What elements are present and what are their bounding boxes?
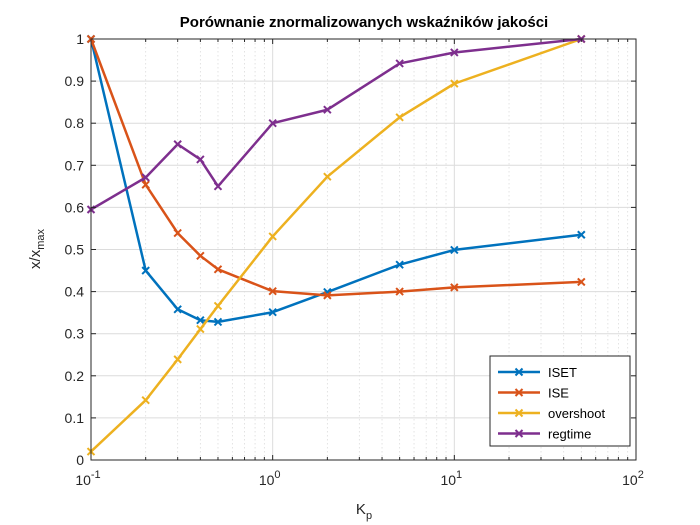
series-line-ise	[89, 38, 582, 297]
x-tick-label: 10-1	[75, 469, 100, 488]
y-tick-label: 0.3	[65, 326, 85, 342]
data-point-regtime	[173, 140, 182, 149]
data-point-overshoot	[196, 324, 205, 334]
y-tick-label: 1	[76, 31, 84, 47]
data-point-overshoot	[395, 113, 404, 122]
data-point-ise	[268, 286, 277, 296]
series-iset	[86, 34, 586, 327]
y-tick-label: 0	[76, 452, 84, 468]
series-line-regtime	[90, 37, 582, 211]
data-point-iset	[450, 245, 459, 255]
series-ise	[86, 34, 586, 300]
x-tick-label-base: 10	[75, 472, 91, 488]
data-point-overshoot	[268, 232, 277, 241]
series-regtime	[86, 34, 586, 214]
legend-label: overshoot	[548, 406, 605, 421]
data-point-ise	[450, 283, 459, 292]
y-tick-label: 0.9	[65, 73, 85, 89]
legend-marker	[514, 408, 524, 418]
legend-item-regtime: regtime	[498, 427, 591, 442]
x-tick-label-exponent: 2	[638, 469, 644, 481]
data-point-overshoot	[141, 396, 150, 405]
data-point-regtime	[213, 182, 223, 191]
data-point-ise	[196, 251, 205, 261]
x-tick-label-base: 10	[622, 472, 638, 488]
data-point-regtime	[141, 173, 150, 182]
series-line-iset	[89, 38, 582, 324]
data-point-regtime	[323, 105, 332, 114]
legend: ISET ISE overshoot regtime	[489, 355, 631, 447]
legend-label: regtime	[548, 427, 591, 442]
x-tick-label-base: 10	[259, 472, 275, 488]
data-point-ise	[577, 277, 586, 287]
x-tick-label: 102	[622, 469, 644, 488]
chart-title: Porównanie znormalizowanych wskaźników j…	[180, 14, 548, 31]
legend-marker	[514, 429, 524, 438]
x-tick-label-exponent: 0	[274, 469, 280, 481]
data-point-ise	[141, 180, 150, 189]
x-axis-label: Kp	[356, 501, 372, 522]
data-point-iset	[141, 266, 150, 275]
series-line-overshoot	[90, 37, 582, 453]
data-point-ise	[395, 287, 404, 296]
data-point-iset	[173, 305, 182, 314]
series-layer	[86, 34, 586, 456]
data-point-regtime	[450, 48, 459, 57]
legend-item-ise: ISE	[498, 386, 569, 401]
data-point-iset	[213, 317, 223, 327]
y-tick-label: 0.2	[65, 368, 85, 384]
data-point-iset	[268, 308, 277, 317]
y-tick-label: 0.4	[65, 284, 85, 300]
y-tick-label: 0.7	[65, 157, 85, 173]
y-tick-label: 0.1	[65, 410, 85, 426]
x-tick-label-base: 10	[440, 472, 456, 488]
y-axis-label-sub: max	[35, 229, 47, 250]
x-axis-label-main: K	[356, 501, 366, 518]
data-point-ise	[323, 291, 332, 300]
data-point-iset	[577, 230, 586, 239]
legend-label: ISE	[548, 386, 569, 401]
data-point-regtime	[268, 118, 277, 128]
data-point-regtime	[196, 155, 205, 164]
y-axis-label: x/xmax	[27, 229, 47, 269]
y-tick-label: 0.6	[65, 199, 85, 215]
data-point-iset	[395, 260, 404, 269]
data-point-regtime	[395, 59, 404, 68]
y-tick-label: 0.5	[65, 242, 85, 258]
x-axis-label-sub: p	[366, 510, 372, 522]
data-point-ise	[173, 228, 182, 238]
legend-item-iset: ISET	[498, 365, 577, 380]
data-point-overshoot	[173, 355, 182, 364]
data-point-overshoot	[213, 301, 223, 311]
x-tick-label-exponent: 1	[456, 469, 462, 481]
data-point-overshoot	[450, 79, 459, 88]
data-point-overshoot	[323, 172, 332, 181]
legend-item-overshoot: overshoot	[498, 406, 605, 421]
data-point-ise	[213, 265, 223, 274]
x-tick-label-exponent: -1	[91, 469, 101, 481]
x-tick-label: 101	[440, 469, 462, 488]
legend-label: ISET	[548, 365, 577, 380]
y-tick-label: 0.8	[65, 115, 85, 131]
x-tick-label: 100	[259, 469, 281, 488]
y-axis-label-main: x/x	[27, 249, 44, 269]
legend-marker	[514, 388, 524, 397]
data-point-iset	[196, 316, 205, 325]
legend-marker	[514, 367, 524, 377]
